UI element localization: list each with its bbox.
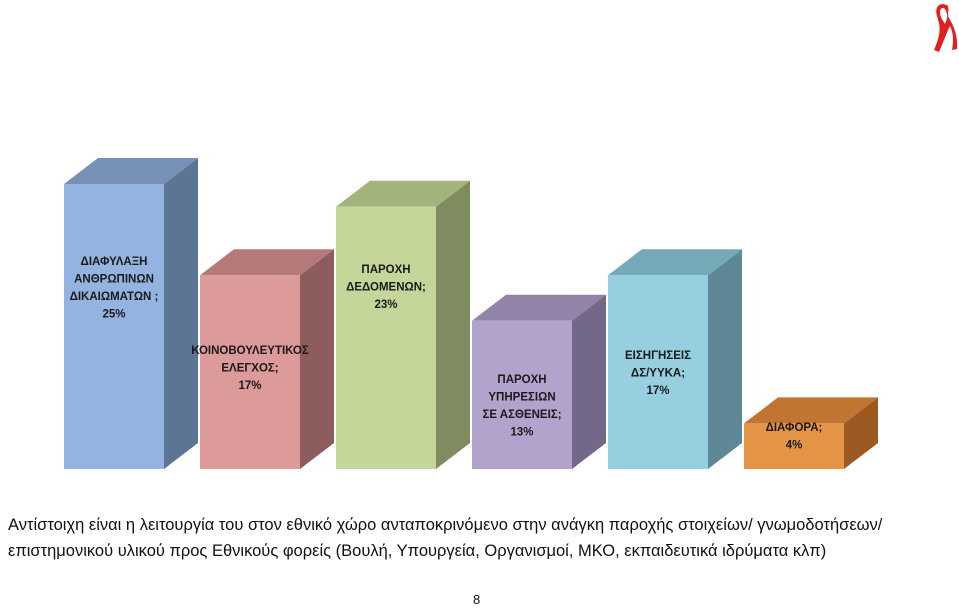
bar-4: ΠΑΡΟΧΗ ΥΠΗΡΕΣΙΩΝ ΣΕ ΑΣΘΕΝΕΙΣ; 13% (472, 294, 606, 469)
bar-front (608, 275, 708, 469)
bar-top (336, 180, 470, 207)
bar-side (300, 249, 334, 469)
bar-side (572, 294, 606, 469)
bar-3: ΠΑΡΟΧΗ ΔΕΔΟΜΕΝΩΝ; 23% (336, 180, 470, 470)
data-label-line: ΕΙΣΗΓΗΣΕΙΣ (625, 350, 691, 362)
bar-chart: ΔΙΑΦΥΛΑΞΗ ΑΝΘΡΩΠΙΝΩΝ ΔΙΚΑΙΩΜΑΤΩΝ ; 25% ΚΟΙΝΟ… (64, 158, 878, 470)
bar-top (472, 294, 606, 321)
data-label: ΔΙΑΦΟΡΑ; 4% (766, 422, 823, 452)
data-label-line: 23% (374, 299, 397, 311)
bar-front (336, 206, 436, 470)
bar-top (64, 158, 198, 184)
bar-side (164, 158, 198, 469)
bar-side (708, 249, 742, 469)
body-text: Αντίστοιχη είναι η λειτουργία του στον ε… (8, 516, 883, 560)
data-label: ΚΟΙΝΟΒΟΥΛΕΥΤΙΚΟΣ ΕΛΕΓΧΟΣ; 17% (191, 345, 309, 392)
bar-front (200, 275, 300, 469)
bar-5: ΕΙΣΗΓΗΣΕΙΣ ΔΣ/ΥΥΚΑ; 17% (608, 249, 742, 469)
bar-2: ΚΟΙΝΟΒΟΥΛΕΥΤΙΚΟΣ ΕΛΕΓΧΟΣ; 17% (191, 249, 334, 469)
data-label-line: ΕΛΕΓΧΟΣ; (221, 363, 278, 375)
data-label-line: ΑΝΘΡΩΠΙΝΩΝ (74, 274, 154, 286)
data-label-line: ΔΣ/ΥΥΚΑ; (631, 368, 685, 380)
data-label-line: 17% (646, 385, 669, 397)
bar-front (64, 184, 164, 469)
bar-top (200, 249, 334, 276)
data-label-line: ΥΠΗΡΕΣΙΩΝ (488, 392, 555, 404)
bar-front (472, 320, 572, 469)
data-label-line: 4% (786, 440, 803, 452)
data-label: ΠΑΡΟΧΗ ΥΠΗΡΕΣΙΩΝ ΣΕ ΑΣΘΕΝΕΙΣ; 13% (482, 374, 561, 439)
page-number: 8 (473, 592, 481, 607)
bar-6: ΔΙΑΦΟΡΑ; 4% (744, 397, 878, 469)
data-label-line: ΔΙΑΦΟΡΑ; (766, 422, 823, 434)
data-label-line: ΔΕΔΟΜΕΝΩΝ; (346, 282, 426, 294)
data-label: ΕΙΣΗΓΗΣΕΙΣ ΔΣ/ΥΥΚΑ; 17% (625, 350, 691, 397)
data-label-line: 13% (510, 427, 533, 439)
data-label: ΔΙΑΦΥΛΑΞΗ ΑΝΘΡΩΠΙΝΩΝ ΔΙΚΑΙΩΜΑΤΩΝ ; 25% (70, 256, 159, 321)
bar-top (744, 397, 878, 424)
data-label-line: ΠΑΡΟΧΗ (361, 264, 410, 276)
bar-front (744, 423, 844, 469)
data-label-line: 25% (102, 309, 125, 321)
bar-top (608, 249, 742, 276)
data-label: ΠΑΡΟΧΗ ΔΕΔΟΜΕΝΩΝ; 23% (346, 264, 426, 311)
bar-side (844, 397, 878, 469)
data-label-line: ΔΙΚΑΙΩΜΑΤΩΝ ; (70, 291, 159, 303)
data-label-line: ΔΙΑΦΥΛΑΞΗ (81, 256, 148, 268)
awareness-ribbon-icon (934, 4, 958, 52)
data-label-line: ΚΟΙΝΟΒΟΥΛΕΥΤΙΚΟΣ (191, 345, 309, 357)
data-label-line: ΠΑΡΟΧΗ (497, 374, 546, 386)
data-label-line: 17% (238, 380, 261, 392)
bar-side (436, 180, 470, 470)
bar-1: ΔΙΑΦΥΛΑΞΗ ΑΝΘΡΩΠΙΝΩΝ ΔΙΚΑΙΩΜΑΤΩΝ ; 25% (64, 158, 198, 469)
data-label-line: ΣΕ ΑΣΘΕΝΕΙΣ; (482, 409, 561, 421)
